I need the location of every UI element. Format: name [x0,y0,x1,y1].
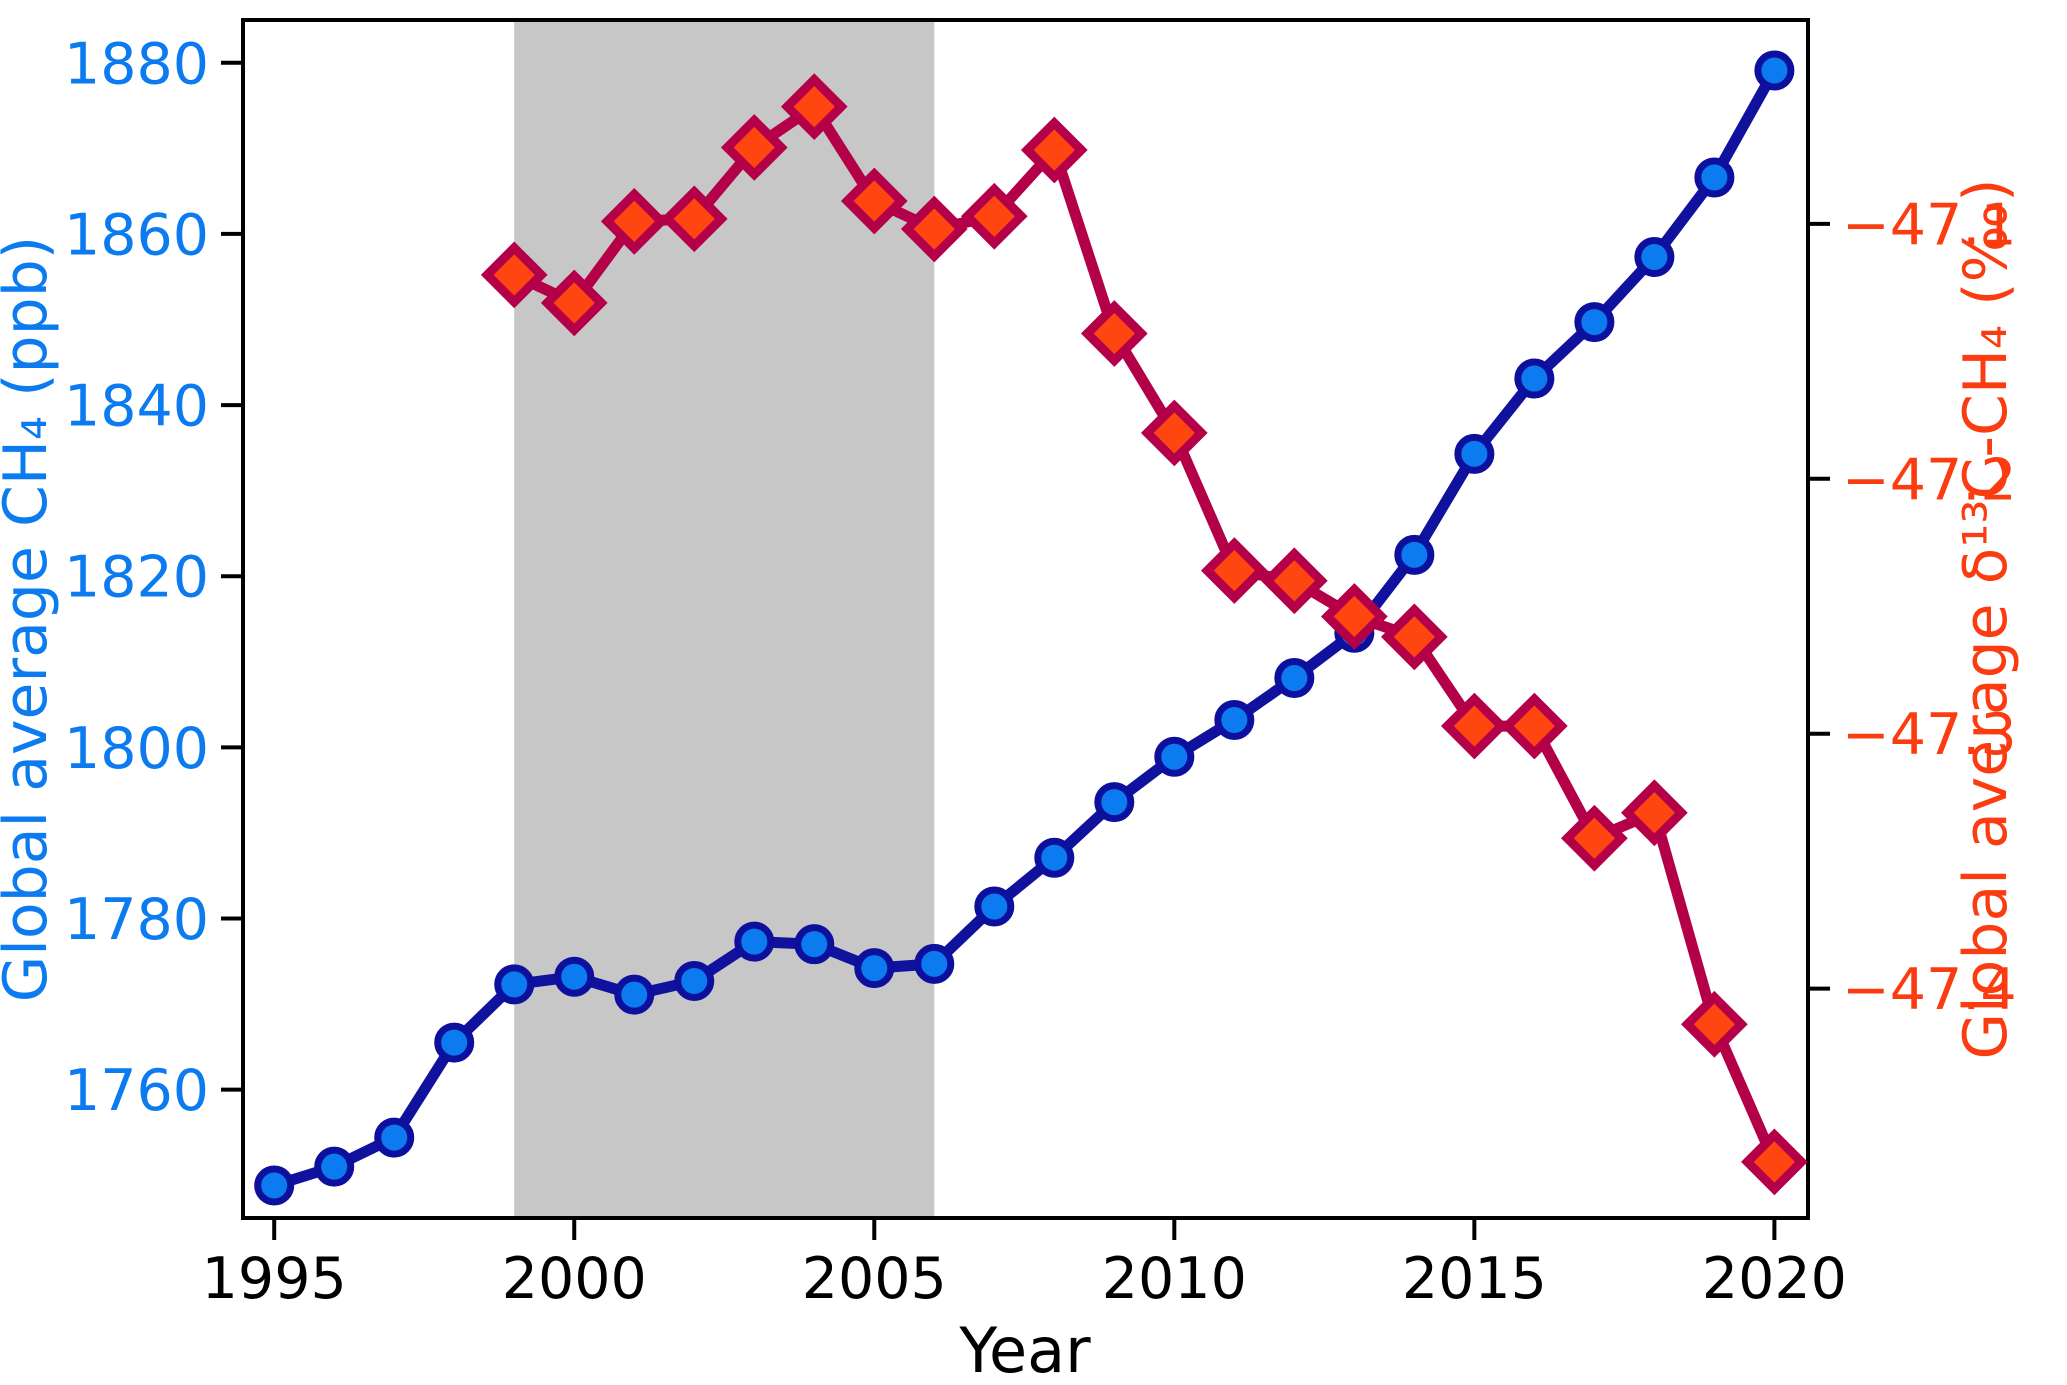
ch4-marker-2004 [794,924,835,965]
d13c-marker-2020 [1741,1128,1808,1196]
ch4-marker-2018 [1634,237,1675,278]
d13c-marker-2002 [660,185,728,253]
ch4-marker-2002 [674,960,715,1001]
ch4-marker-2014 [1394,534,1435,575]
d13c-marker-2005 [840,167,908,235]
d13c-marker-2019 [1681,990,1748,1058]
ch4-marker-2007 [974,886,1015,927]
x-tick-label: 2015 [1402,1246,1547,1312]
d13c-marker-2013 [1320,583,1388,650]
y-right-tick-label: −47.4 [1842,957,2017,1023]
ch4-marker-2020 [1754,50,1795,91]
d13c-marker-1999 [480,241,548,309]
axis-ticks-layer: 1995 2000 2005 2010 2015 2020 1760 1780 1800 1820… [64,31,2017,1312]
data-series-layer [254,50,1808,1206]
ch4-marker-2001 [614,974,655,1015]
d13c-marker-2007 [960,182,1028,250]
y-left-tick-label: 1840 [64,374,209,440]
d13c-marker-2001 [600,188,668,255]
d13c-marker-2012 [1260,547,1328,615]
ch4-marker-2006 [914,943,955,984]
d13c-marker-2014 [1380,603,1448,671]
ch4-marker-1997 [374,1117,415,1158]
ch4-marker-2009 [1094,782,1135,823]
d13c-marker-2006 [900,195,968,263]
x-tick-label: 2005 [802,1246,947,1312]
ch4-marker-1999 [494,964,535,1005]
ch4-marker-2000 [554,956,595,997]
ch4-marker-2019 [1694,157,1735,198]
y-left-tick-label: 1860 [64,202,209,268]
ch4-marker-2010 [1154,736,1195,777]
plot-frame-layer [241,18,1810,1220]
d13c-marker-2016 [1500,692,1568,760]
x-tick-label: 2010 [1102,1246,1247,1312]
ch4-marker-2008 [1034,837,1075,878]
y-left-tick-label: 1800 [64,716,209,782]
y-left-axis-title: Global average CH₄ (ppb) [0,236,61,1002]
y-left-tick-label: 1780 [64,887,209,953]
d13c-marker-2011 [1200,537,1268,604]
d13c-marker-2008 [1020,116,1088,184]
d13c-line [508,101,1780,1168]
x-tick-label: 2020 [1702,1246,1847,1312]
ch4-marker-2017 [1574,302,1615,343]
d13c-marker-2010 [1140,399,1208,467]
y-left-tick-label: 1880 [64,31,209,97]
x-tick-label: 2000 [502,1246,647,1312]
d13c-marker-2004 [780,73,848,141]
y-left-tick-label: 1760 [64,1058,209,1124]
plot-frame [241,18,1810,1220]
ch4-marker-2003 [734,921,775,962]
d13c-marker-2017 [1561,804,1628,872]
d13c-marker-2018 [1621,779,1688,847]
ch4-marker-2012 [1274,658,1315,699]
ch4-marker-2015 [1454,433,1495,474]
y-right-axis-title: Global average δ¹³C-CH₄ (‰) [1951,179,2021,1060]
y-right-tick-label: −47.2 [1842,447,2017,513]
y-right-tick-label: −47.1 [1842,192,2017,258]
d13c-marker-2009 [1080,300,1148,367]
ch4-marker-2011 [1214,699,1255,740]
x-tick-label: 1995 [202,1246,347,1312]
d13c-marker-2000 [540,269,608,337]
ch4-line [268,65,1780,1191]
d13c-marker-2003 [720,114,788,181]
ch4-marker-1995 [254,1165,295,1206]
d13c-marker-2015 [1440,692,1508,760]
ch4-marker-2005 [854,948,895,989]
y-left-tick-label: 1820 [64,545,209,611]
x-axis-title: Year [958,1314,1091,1385]
y-right-tick-label: −47.3 [1842,702,2017,768]
ch4-marker-2016 [1514,358,1555,399]
ch4-marker-1996 [314,1146,355,1187]
ch4-marker-1998 [434,1022,475,1063]
